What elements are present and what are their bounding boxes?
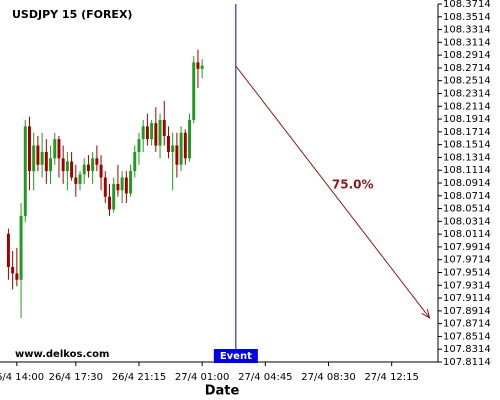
y-tick-label: 107.8314 <box>443 344 491 355</box>
candle-body <box>150 123 154 140</box>
chart-title: USDJPY 15 (FOREX) <box>12 8 132 21</box>
candle-body <box>15 273 19 280</box>
y-tick-label: 107.8114 <box>443 357 491 368</box>
candle-body <box>192 62 196 120</box>
y-tick-label: 108.2114 <box>443 101 491 112</box>
y-tick-label: 108.0914 <box>443 178 491 189</box>
candle-body <box>78 174 82 184</box>
x-axis-label: Date <box>205 384 240 399</box>
candle-body <box>103 177 107 197</box>
candle-body <box>6 233 10 268</box>
candle-body <box>196 62 200 69</box>
y-tick-label: 108.1914 <box>443 114 491 125</box>
candle-body <box>44 151 48 172</box>
x-tick-label: 27/4 01:00 <box>175 372 229 383</box>
y-tick-label: 107.9114 <box>443 293 491 304</box>
candle-body <box>120 177 124 191</box>
candle-body <box>141 126 145 140</box>
y-tick-label: 108.0514 <box>443 204 491 215</box>
y-tick-label: 108.3514 <box>443 12 491 23</box>
candle-body <box>74 177 78 184</box>
candle-body <box>158 119 162 146</box>
candle-body <box>137 139 141 152</box>
candle-body <box>57 139 61 159</box>
candle-body <box>116 183 120 191</box>
y-tick-label: 108.3114 <box>443 37 491 48</box>
candle-body <box>11 267 15 274</box>
candle-body <box>133 151 137 172</box>
candle-body <box>162 119 166 136</box>
y-tick-label: 108.2714 <box>443 63 491 74</box>
y-tick-label: 107.9714 <box>443 255 491 266</box>
candle-body <box>49 158 53 172</box>
x-tick-label: 26/4 14:00 <box>0 372 44 383</box>
projection-arrow <box>235 65 430 319</box>
x-tick-label: 27/4 08:30 <box>301 372 355 383</box>
candle-body <box>175 145 179 165</box>
y-tick-label: 108.0114 <box>443 229 491 240</box>
candle-body <box>183 132 187 159</box>
y-tick-label: 108.2914 <box>443 50 491 61</box>
candle-body <box>19 215 23 280</box>
candle-body <box>32 145 36 172</box>
y-tick-label: 107.8714 <box>443 319 491 330</box>
y-tick-label: 108.3714 <box>443 0 491 10</box>
y-tick-label: 108.2514 <box>443 76 491 87</box>
candle-body <box>61 158 65 172</box>
candle-body <box>179 132 183 165</box>
candle-body <box>91 158 95 172</box>
candle-body <box>145 126 149 140</box>
candle-body <box>108 196 111 210</box>
x-tick-label: 27/4 04:45 <box>238 372 292 383</box>
y-tick-label: 107.9514 <box>443 268 491 279</box>
candle-body <box>99 164 103 178</box>
y-tick-label: 107.8914 <box>443 306 491 317</box>
candle-body <box>28 126 31 172</box>
y-tick-label: 108.3314 <box>443 25 491 36</box>
y-tick-label: 108.0714 <box>443 191 491 202</box>
x-tick-label: 26/4 17:30 <box>49 372 103 383</box>
event-label: Event <box>220 351 252 362</box>
y-tick-label: 107.8514 <box>443 331 491 342</box>
y-tick-label: 107.9914 <box>443 242 491 253</box>
y-tick-label: 108.2314 <box>443 89 491 100</box>
y-tick-label: 108.1114 <box>443 165 491 176</box>
candle-body <box>82 164 86 175</box>
y-tick-label: 108.1514 <box>443 140 491 151</box>
y-tick-label: 108.1314 <box>443 152 491 163</box>
candle-body <box>40 151 44 165</box>
candle-body <box>23 126 27 216</box>
event-label-box <box>213 349 258 363</box>
x-tick-label: 26/4 21:15 <box>112 372 166 383</box>
candle-body <box>129 171 133 194</box>
y-tick-label: 107.9314 <box>443 280 491 291</box>
candle-body <box>200 65 204 69</box>
y-tick-label: 108.0314 <box>443 216 491 227</box>
candle-body <box>95 158 99 165</box>
candle-body <box>188 119 191 159</box>
candle-body <box>70 161 74 178</box>
x-tick-label: 27/4 12:15 <box>364 372 418 383</box>
candle-body <box>171 145 175 152</box>
arrow-head <box>421 309 431 319</box>
candle-body <box>86 164 90 172</box>
candle-body <box>112 183 116 210</box>
watermark: www.delkos.com <box>15 349 109 360</box>
y-tick-label: 108.1714 <box>443 127 491 138</box>
candle-body <box>65 161 69 172</box>
projection-label: 75.0% <box>332 178 374 192</box>
candle-body <box>166 135 170 152</box>
candle-body <box>36 145 40 165</box>
candle-body <box>124 177 128 194</box>
candle-body <box>154 123 158 146</box>
candle-body <box>53 139 57 159</box>
